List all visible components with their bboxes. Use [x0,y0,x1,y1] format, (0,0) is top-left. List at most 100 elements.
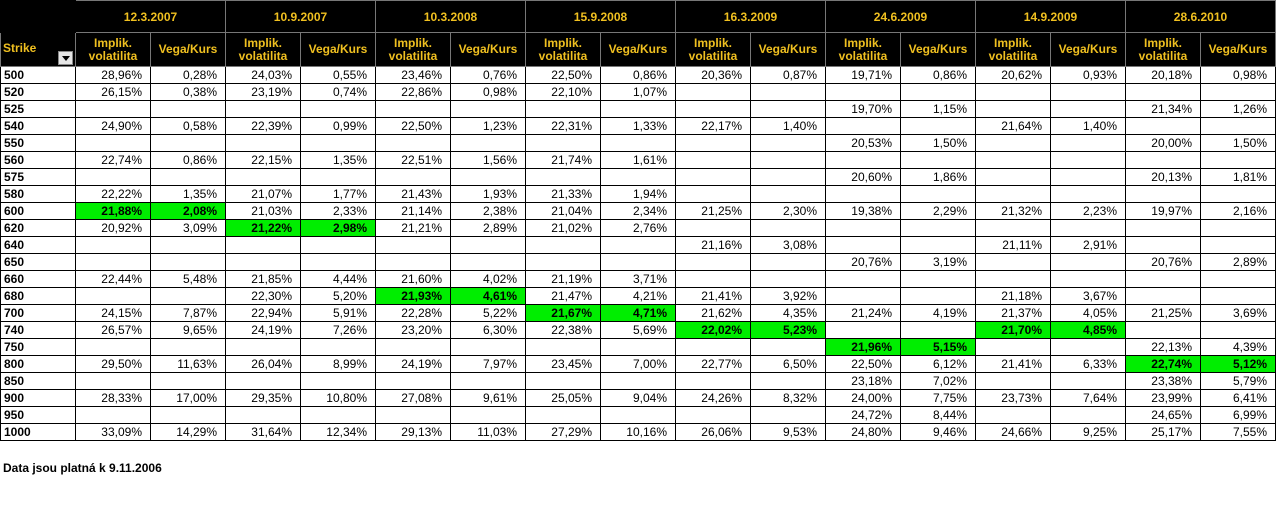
table-row: 620 20,92% 3,09% 21,22% 2,98% 21,21% 2,89% 21,0… [0,219,1276,237]
vega-kurs-cell: 2,89% [1200,253,1276,271]
impl-vol-cell: 23,99% [1125,389,1201,407]
vega-kurs-cell: 1,56% [450,151,526,169]
impl-vol-cell [225,406,301,424]
filter-dropdown-button[interactable] [58,51,73,65]
vega-kurs-cell: 6,50% [750,355,826,373]
table-row: 550 20,53% 1,50% 20,00% 1,50% [0,134,1276,152]
vega-kurs-cell: 1,93% [450,185,526,203]
impl-vol-cell: 29,13% [375,423,451,441]
vega-kurs-cell: 5,79% [1200,372,1276,390]
vega-kurs-cell: 6,41% [1200,389,1276,407]
impl-vol-cell [375,406,451,424]
impl-vol-header: Implik. volatilita [525,32,601,67]
impl-vol-cell: 24,72% [825,406,901,424]
table-row: 500 28,96% 0,28% 24,03% 0,55% 23,46% 0,76% 22,5… [0,66,1276,84]
vega-kurs-cell [1050,372,1126,390]
impl-vol-cell [1125,185,1201,203]
impl-vol-cell: 26,57% [75,321,151,339]
impl-vol-cell: 21,47% [525,287,601,305]
vega-kurs-cell [900,151,976,169]
impl-vol-cell [75,338,151,356]
vega-kurs-cell: 4,35% [750,304,826,322]
impl-vol-cell [225,338,301,356]
date-header-row: 12.3.2007 10.9.2007 10.3.2008 15.9.2008 16.3… [0,0,1276,33]
vega-kurs-cell [150,236,226,254]
vega-kurs-cell: 1,35% [150,185,226,203]
impl-vol-header: Implik. volatilita [75,32,151,67]
impl-vol-cell: 21,43% [375,185,451,203]
strike-cell: 650 [0,253,76,271]
vega-kurs-cell: 3,08% [750,236,826,254]
vega-kurs-cell [450,253,526,271]
vega-kurs-cell: 5,22% [450,304,526,322]
vega-kurs-cell [1200,185,1276,203]
date-header: 28.6.2010 [1125,0,1276,33]
vega-kurs-cell [750,372,826,390]
impl-vol-cell: 22,51% [375,151,451,169]
vega-kurs-cell: 7,55% [1200,423,1276,441]
vega-kurs-cell: 11,03% [450,423,526,441]
impl-vol-cell: 24,03% [225,66,301,84]
impl-vol-cell: 22,28% [375,304,451,322]
impl-vol-cell: 26,04% [225,355,301,373]
vega-kurs-cell [1050,151,1126,169]
impl-vol-cell [825,151,901,169]
vega-kurs-cell [150,372,226,390]
vega-kurs-cell: 5,23% [750,321,826,339]
vega-kurs-cell: 2,08% [150,202,226,220]
impl-vol-cell: 22,74% [1125,355,1201,373]
vega-kurs-cell: 2,23% [1050,202,1126,220]
date-header: 10.3.2008 [375,0,526,33]
vega-kurs-cell [900,219,976,237]
vega-kurs-cell: 5,15% [900,338,976,356]
vega-kurs-cell: 2,98% [300,219,376,237]
vega-kurs-cell: 0,99% [300,117,376,135]
vega-kurs-cell: 1,77% [300,185,376,203]
impl-vol-cell: 21,16% [675,236,751,254]
impl-vol-cell: 21,96% [825,338,901,356]
vega-kurs-cell: 7,02% [900,372,976,390]
impl-vol-cell [75,236,151,254]
impl-vol-cell: 19,70% [825,100,901,118]
vega-kurs-cell: 5,91% [300,304,376,322]
vega-kurs-cell [1200,287,1276,305]
vega-kurs-cell: 1,33% [600,117,676,135]
impl-vol-cell: 22,22% [75,185,151,203]
impl-vol-cell: 20,62% [975,66,1051,84]
impl-vol-cell: 21,24% [825,304,901,322]
vega-kurs-cell: 12,34% [300,423,376,441]
vega-kurs-cell: 4,39% [1200,338,1276,356]
vega-kurs-cell [600,134,676,152]
date-header: 16.3.2009 [675,0,826,33]
strike-cell: 575 [0,168,76,186]
table-row: 700 24,15% 7,87% 22,94% 5,91% 22,28% 5,22% 21,6… [0,304,1276,322]
impl-vol-cell [825,321,901,339]
table-row: 900 28,33% 17,00% 29,35% 10,80% 27,08% 9,61% 25… [0,389,1276,407]
vega-kurs-cell [450,338,526,356]
impl-vol-cell [675,168,751,186]
vega-kurs-cell: 17,00% [150,389,226,407]
impl-vol-cell: 20,18% [1125,66,1201,84]
vega-kurs-cell [900,83,976,101]
impl-vol-cell: 22,39% [225,117,301,135]
vega-kurs-cell [1050,270,1126,288]
vega-kurs-cell [150,134,226,152]
impl-vol-cell: 24,65% [1125,406,1201,424]
vega-kurs-header: Vega/Kurs [600,32,676,67]
impl-vol-cell: 22,17% [675,117,751,135]
impl-vol-cell [225,236,301,254]
table-row: 600 21,88% 2,08% 21,03% 2,33% 21,14% 2,38% 21,0… [0,202,1276,220]
vega-kurs-cell: 4,44% [300,270,376,288]
impl-vol-cell: 22,15% [225,151,301,169]
impl-vol-header: Implik. volatilita [675,32,751,67]
impl-vol-cell: 22,77% [675,355,751,373]
impl-vol-cell [675,151,751,169]
vega-kurs-cell [1200,270,1276,288]
vega-kurs-cell [750,168,826,186]
vega-kurs-cell: 1,35% [300,151,376,169]
vega-kurs-cell: 5,69% [600,321,676,339]
impl-vol-cell: 22,44% [75,270,151,288]
impl-vol-cell: 21,88% [75,202,151,220]
vega-kurs-cell: 2,38% [450,202,526,220]
impl-vol-cell [525,134,601,152]
